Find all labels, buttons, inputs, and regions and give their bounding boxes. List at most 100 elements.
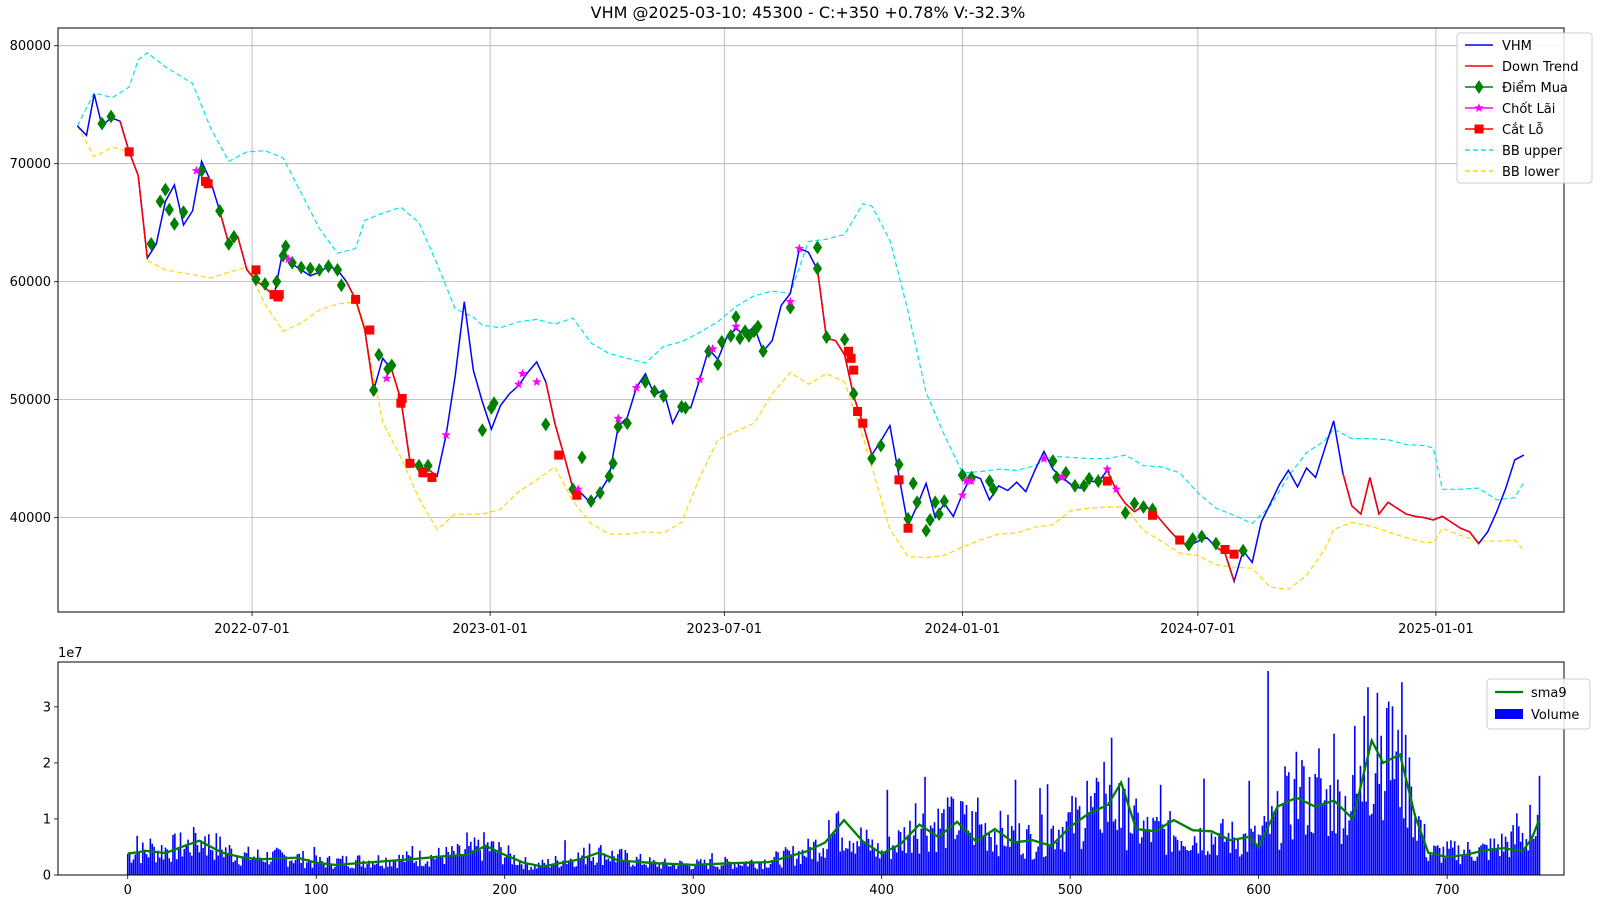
volume-bar (1489, 838, 1492, 875)
volume-bar (191, 855, 193, 875)
volume-bar (1484, 844, 1486, 875)
volume-bar (933, 822, 936, 875)
volume-bar (822, 848, 825, 875)
volume-bar (1402, 818, 1405, 875)
volume-bar (215, 833, 218, 875)
volume-bar (1267, 671, 1269, 875)
volume-bar (488, 851, 491, 875)
volume-bar (609, 861, 612, 875)
volume-bar (526, 863, 529, 875)
volume-bar (530, 866, 532, 875)
volume-bar (136, 835, 138, 875)
volume-bar (1444, 858, 1447, 875)
volume-bar (187, 839, 189, 875)
buy-point-marker (640, 375, 650, 389)
volume-bar (432, 858, 434, 875)
volume-bar (1180, 841, 1183, 875)
volume-bar (884, 851, 887, 875)
volume-bar (741, 866, 743, 875)
buy-point-marker (876, 438, 886, 453)
volume-bar (256, 849, 259, 875)
volume-bar (756, 869, 759, 875)
volume-bar (797, 851, 800, 875)
volume-bar (377, 855, 380, 875)
y-tick-label: 80000 (10, 39, 51, 54)
volume-bar (1352, 775, 1354, 875)
buy-point-marker (164, 202, 174, 217)
volume-bar (690, 869, 693, 875)
volume-bar (251, 857, 253, 875)
x-tick-label: 2024-07-01 (1160, 622, 1236, 637)
volume-bar (1519, 841, 1522, 875)
volume-bar (428, 866, 431, 875)
stop-loss-marker (849, 365, 859, 375)
volume-bar (400, 860, 402, 875)
volume-bar (1286, 775, 1288, 875)
volume-bar (1470, 856, 1473, 875)
volume-bar (132, 859, 135, 875)
volume-bar (607, 858, 610, 875)
volume-bar (814, 839, 817, 875)
volume-y-tick-label: 1 (43, 812, 51, 827)
volume-bar (1389, 780, 1392, 875)
volume-bar (1210, 833, 1213, 875)
volume-bar (309, 861, 312, 875)
volume-bar (228, 845, 231, 875)
volume-bar (500, 847, 502, 875)
volume-bar (298, 853, 301, 875)
volume-bar (537, 862, 540, 875)
volume-bar (415, 861, 417, 875)
buy-point-marker (169, 216, 180, 231)
volume-bar (319, 856, 321, 875)
volume-bar (1378, 783, 1381, 875)
volume-bar (1135, 798, 1137, 875)
volume-bar (324, 867, 327, 875)
volume-bar (1042, 857, 1045, 875)
buy-point-marker (867, 451, 877, 466)
volume-bar (558, 867, 561, 875)
volume-bar (300, 863, 302, 875)
volume-bar (1010, 826, 1013, 875)
volume-bar (594, 865, 596, 875)
sma9-line (127, 737, 1541, 868)
volume-bar (1082, 841, 1085, 875)
volume-bar (1052, 825, 1054, 875)
volume-bar (633, 866, 636, 875)
take-profit-marker (191, 165, 202, 175)
volume-bar (1176, 839, 1179, 875)
volume-bar (850, 851, 853, 875)
volume-bar (1080, 849, 1083, 875)
volume-bar (735, 867, 738, 875)
buy-point-marker (812, 261, 823, 276)
volume-bar (285, 856, 287, 875)
volume-bar (796, 858, 798, 875)
volume-bar (882, 853, 885, 875)
volume-bar (375, 863, 378, 875)
volume-bar (1337, 779, 1339, 875)
stop-loss-marker (894, 475, 904, 485)
volume-bar (1427, 860, 1430, 875)
take-profit-marker (1102, 464, 1112, 474)
take-profit-marker (707, 343, 718, 353)
volume-bar (603, 853, 606, 875)
volume-bar (1223, 841, 1226, 875)
volume-bar (1480, 845, 1482, 875)
volume-bar (1240, 854, 1243, 875)
volume-bar (1233, 837, 1235, 875)
volume-bar (1214, 836, 1217, 875)
volume-bar (1316, 777, 1318, 875)
volume-bar (454, 855, 457, 875)
volume-bar (1525, 839, 1528, 875)
volume-bar (1506, 841, 1509, 875)
volume-bar (807, 838, 809, 875)
volume-bar (424, 863, 427, 875)
volume-bar (1367, 687, 1369, 875)
down-trend-segment (119, 120, 149, 259)
volume-bar (264, 862, 267, 875)
take-profit-marker (631, 382, 642, 392)
volume-bar (509, 853, 512, 875)
volume-bar (1459, 864, 1462, 875)
volume-bar (632, 864, 634, 875)
volume-bar (831, 834, 834, 875)
volume-bar (1069, 812, 1071, 875)
